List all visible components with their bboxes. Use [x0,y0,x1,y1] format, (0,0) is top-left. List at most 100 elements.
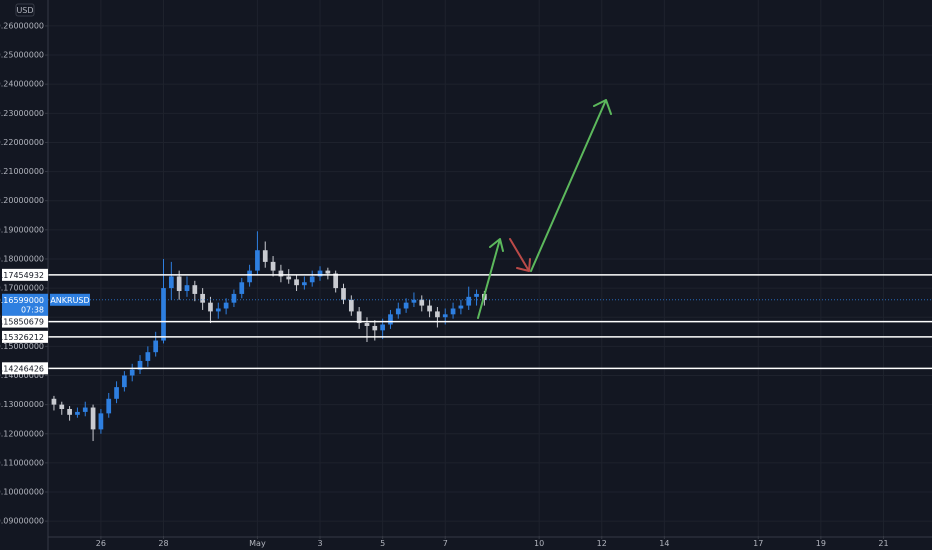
x-tick-label: 5 [380,539,385,548]
candle-body [380,324,385,331]
x-tick-label: 3 [317,539,322,548]
level-label: 0.17454932 [0,271,44,280]
candle-body [395,308,401,315]
candle-body [255,250,260,271]
symbol-label: ANKRUSD [50,296,89,305]
candle-body [450,308,456,315]
candle-body [153,340,159,353]
x-tick-label: 7 [443,539,448,548]
candle-body [388,314,393,325]
x-tick-label: 28 [158,539,168,548]
level-label: 0.15326212 [0,333,44,342]
candle-body [161,288,166,341]
y-tick-label: 0.14000000 [0,371,44,380]
candle-body [356,311,362,324]
candle-body [239,282,245,294]
y-tick-label: 0.18000000 [0,254,44,263]
candle-body [317,270,323,277]
countdown: 07:38 [21,305,44,314]
currency-box [15,3,35,17]
y-tick-label: 0.26000000 [0,21,44,30]
candle-body [184,285,190,292]
candle-body [106,398,112,414]
candle-body [309,276,315,283]
candle-body [247,270,252,283]
candle-body [215,308,221,312]
candle-body [364,323,370,326]
candle-body [262,250,268,262]
candle-body [341,288,346,300]
candle-body [90,407,96,430]
y-tick-label: 0.10000000 [0,488,44,497]
candles [51,231,487,442]
candle-body [442,314,448,318]
level-label: 0.14246426 [0,364,44,373]
candle-body [372,325,378,331]
candle-body [223,302,229,309]
y-tick-label: 0.24000000 [0,80,44,89]
y-tick-label: 0.11000000 [0,458,44,467]
x-tick-label: May [249,539,266,548]
candle-body [427,305,432,312]
candle-body [294,279,299,286]
symbol-box [50,293,90,306]
candle-body [231,293,237,303]
candle-body [67,408,72,415]
candle-body [302,282,307,286]
y-tick-label: 0.19000000 [0,225,44,234]
candle-body [458,305,464,309]
candle-body [192,285,198,294]
candle-body [129,369,135,376]
level-label: 0.15850679 [0,318,44,327]
candle-body [122,375,127,388]
y-tick-label: 0.20000000 [0,196,44,205]
x-tick-label: 10 [534,539,544,548]
y-tick-label: 0.25000000 [0,51,44,60]
y-tick-label: 0.12000000 [0,429,44,438]
level-label-box [2,362,48,375]
candle-body [403,302,409,309]
currency: USD [16,6,33,15]
candle-body [200,293,205,303]
y-tick-label: 0.21000000 [0,167,44,176]
x-tick-label: 17 [753,539,763,548]
last-price-label: 0.16599000 [0,296,44,305]
last-price-box [2,293,48,316]
y-tick-label: 0.22000000 [0,138,44,147]
arrow-down [509,238,531,272]
candle-body [466,296,472,306]
candle-body [145,352,151,361]
candle-body [435,311,440,318]
y-tick-label: 0.13000000 [0,400,44,409]
arrow-up-short [477,238,504,319]
y-tick-label: 0.15000000 [0,342,44,351]
candle-body [419,299,425,306]
candle-body [114,387,119,399]
candle-body [278,270,284,277]
candle-body [208,302,213,312]
y-tick-label: 0.23000000 [0,109,44,118]
x-tick-label: 21 [878,539,888,548]
x-tick-label: 19 [816,539,826,548]
candle-body [333,273,339,289]
axes: 0.09000000 0.10000000 0.11000000 0.12000000… [0,21,889,548]
candle-body [137,360,143,370]
x-tick-label: 12 [597,539,607,548]
drawings [477,99,612,319]
y-tick-label: 0.09000000 [0,517,44,526]
level-label-box [2,268,48,281]
candle-body [348,299,354,312]
candle-body [98,413,104,430]
candle-body [82,407,88,412]
candle-body [270,261,276,271]
candle-body [75,411,80,415]
level-label-box [2,330,48,343]
level-label-box [2,315,48,328]
x-tick-label: 14 [659,539,669,548]
candle-body [474,293,479,297]
candle-body [168,276,174,289]
candle-body [59,404,65,409]
x-tick-label: 26 [96,539,106,548]
candle-body [325,270,331,274]
